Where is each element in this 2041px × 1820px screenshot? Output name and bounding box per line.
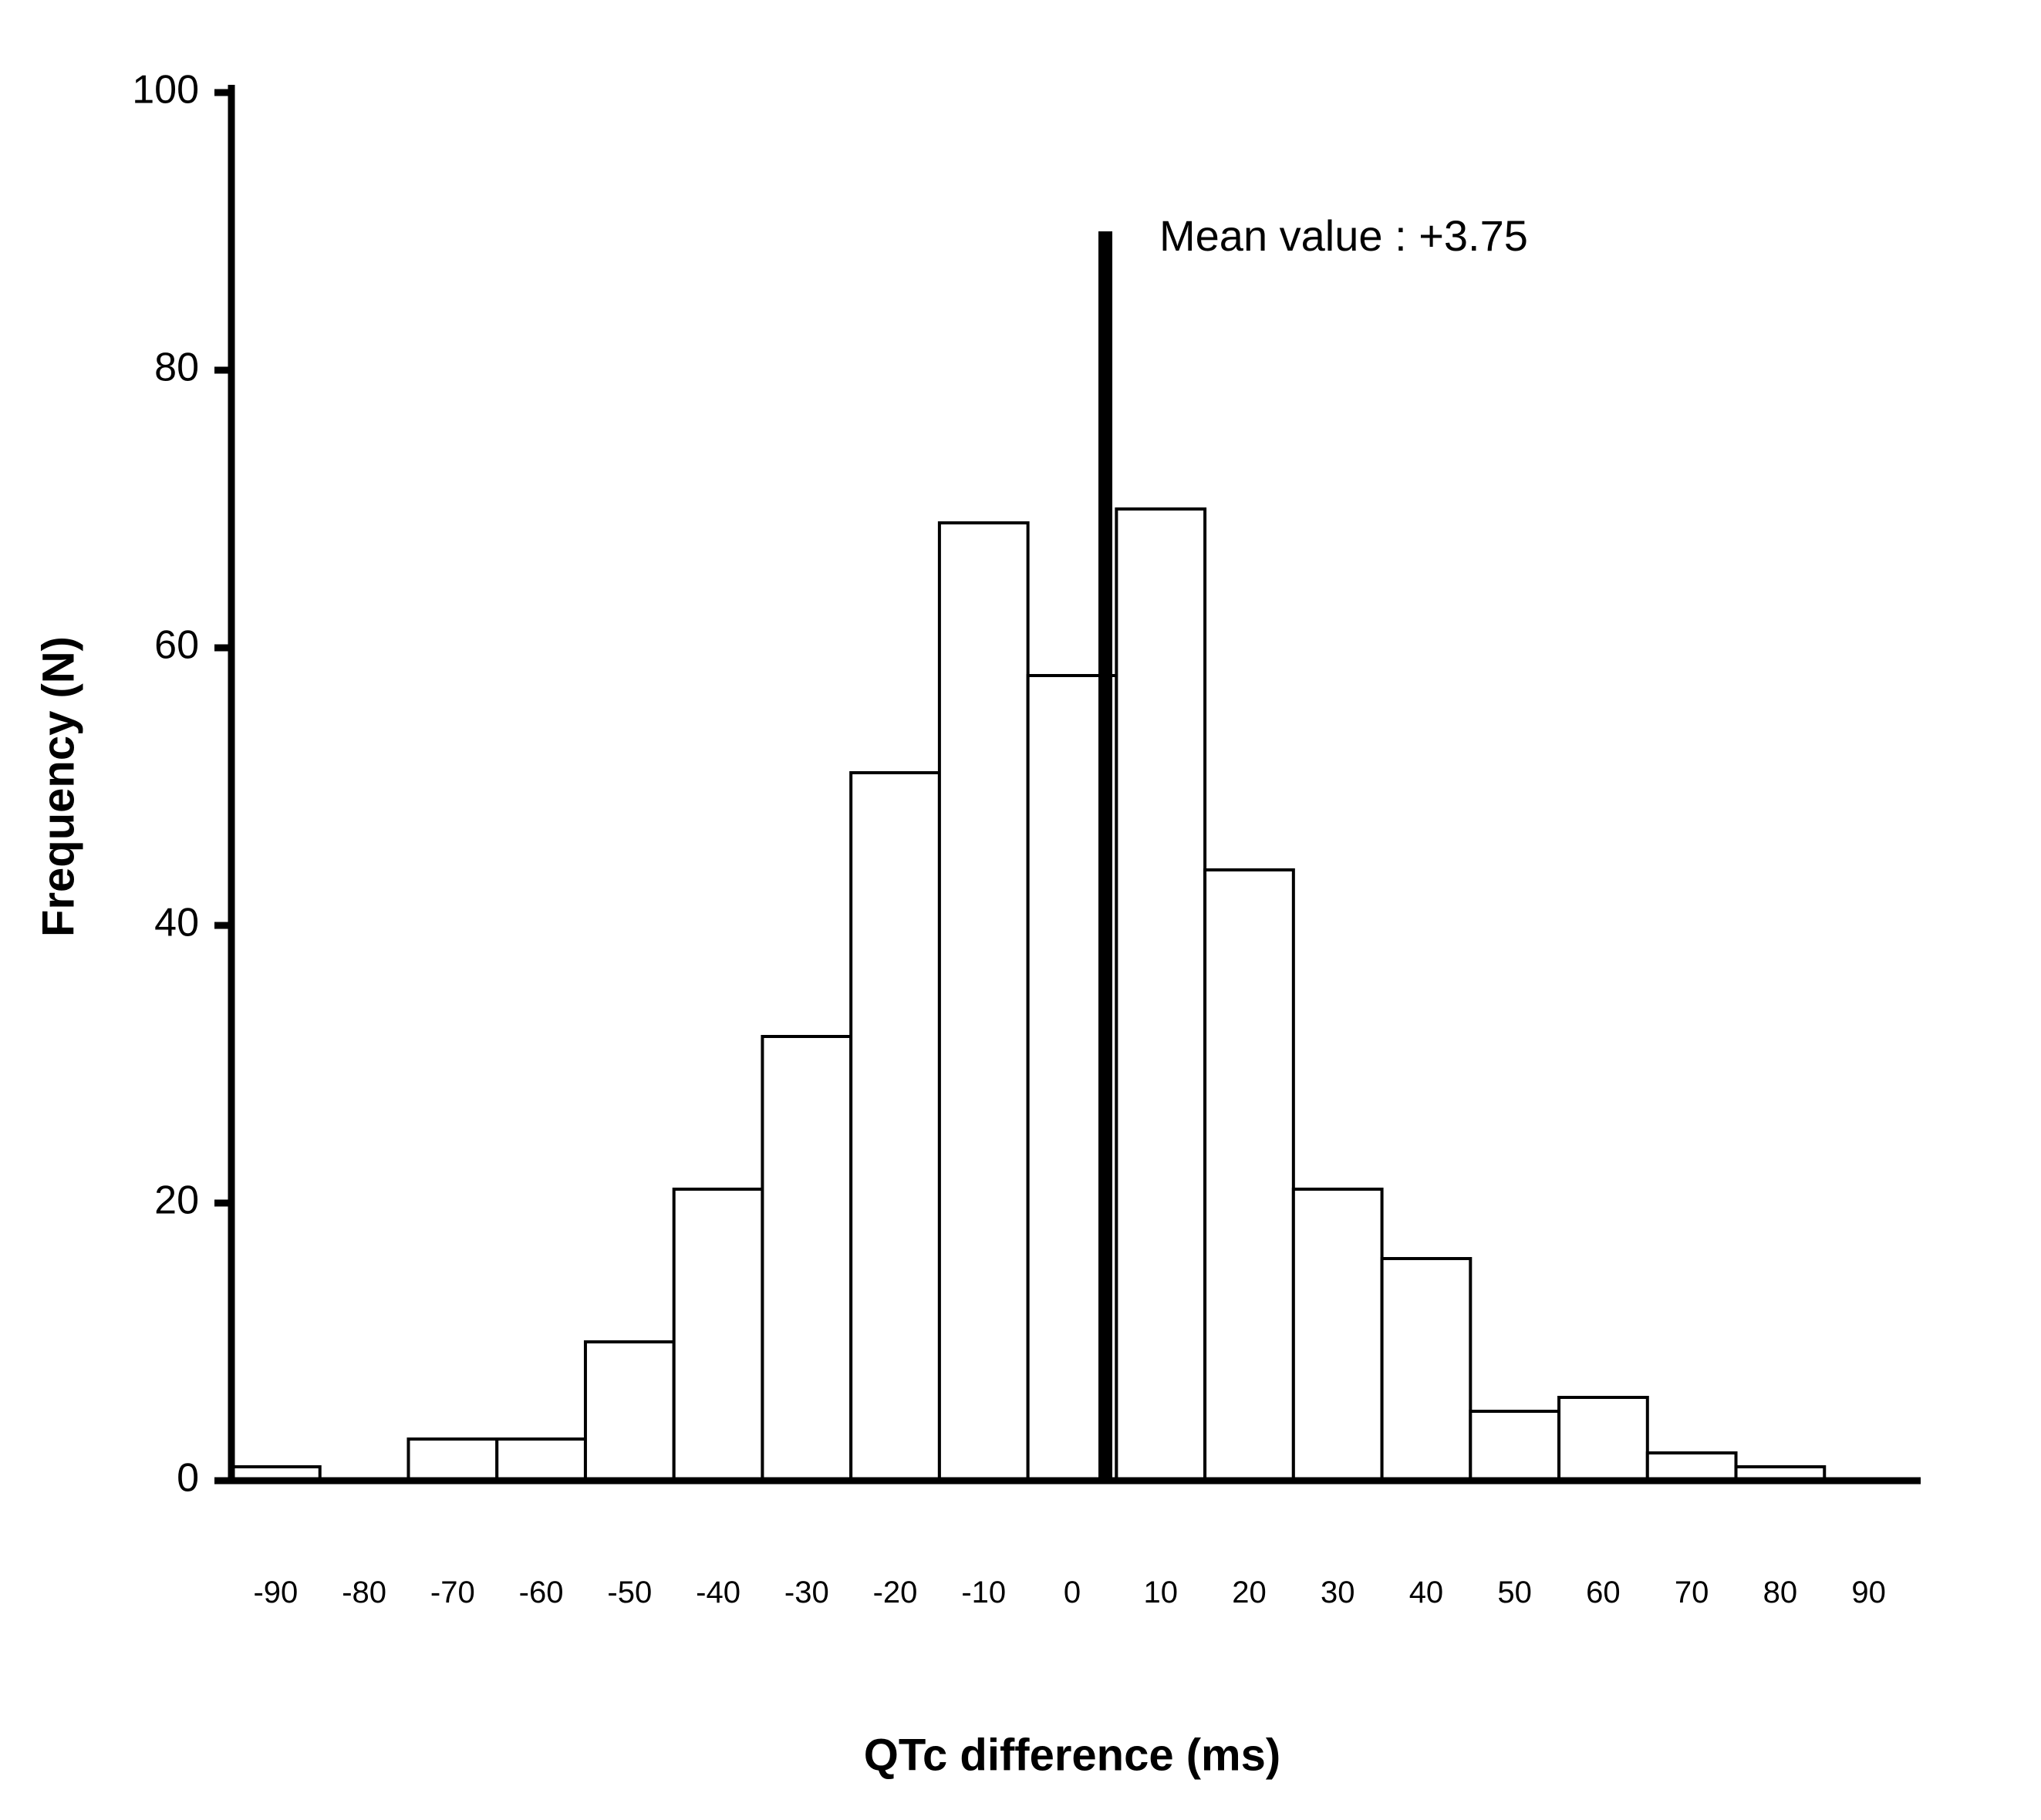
y-tick-label: 60: [154, 623, 199, 668]
mean-label: Mean value : +3.75: [1159, 211, 1528, 260]
bar: [1470, 1411, 1559, 1481]
x-tick-label: -20: [873, 1576, 918, 1609]
bar: [1294, 1189, 1382, 1481]
y-tick-label: 20: [154, 1178, 199, 1223]
x-tick-label: 30: [1321, 1576, 1355, 1609]
bar: [585, 1342, 674, 1481]
x-tick-label: 80: [1763, 1576, 1798, 1609]
bar: [1648, 1453, 1736, 1481]
x-tick-label: 0: [1064, 1576, 1081, 1609]
x-tick-label: 70: [1675, 1576, 1709, 1609]
x-axis-label: QTc difference (ms): [864, 1730, 1280, 1780]
bar: [674, 1189, 763, 1481]
x-tick-label: -30: [784, 1576, 829, 1609]
histogram-chart: 0 20 40 60 80 100 -90 -80 -70 -60 -50 -40 -30 -20 -10 0…: [0, 0, 2041, 1820]
x-tick-label: 60: [1586, 1576, 1621, 1609]
bar: [1116, 509, 1205, 1481]
x-tick-label: -40: [696, 1576, 740, 1609]
bar: [940, 523, 1028, 1481]
x-tick-label: -10: [961, 1576, 1006, 1609]
x-tick-label: -80: [342, 1576, 386, 1609]
bar: [408, 1439, 497, 1481]
x-tick-label: 40: [1409, 1576, 1444, 1609]
chart-svg: 0 20 40 60 80 100 -90 -80 -70 -60 -50 -40 -30 -20 -10 0…: [0, 0, 2041, 1820]
bar: [1382, 1259, 1471, 1481]
y-tick-label: 0: [177, 1456, 199, 1501]
x-tick-label: 90: [1851, 1576, 1886, 1609]
x-tick-label: -60: [519, 1576, 564, 1609]
bar: [497, 1439, 585, 1481]
bar: [1205, 870, 1294, 1481]
y-tick-label: 40: [154, 901, 199, 945]
x-tick-label: 50: [1497, 1576, 1532, 1609]
x-tick-label: 10: [1143, 1576, 1178, 1609]
bar: [762, 1036, 851, 1481]
x-tick-label: -50: [607, 1576, 652, 1609]
x-tick-label: 20: [1232, 1576, 1267, 1609]
x-tick-label: -90: [253, 1576, 298, 1609]
bar: [851, 773, 940, 1481]
y-tick-label: 80: [154, 345, 199, 390]
y-tick-label: 100: [132, 68, 199, 113]
bar: [1559, 1397, 1648, 1481]
x-tick-label: -70: [430, 1576, 475, 1609]
y-axis-label: Frequency (N): [33, 636, 83, 937]
